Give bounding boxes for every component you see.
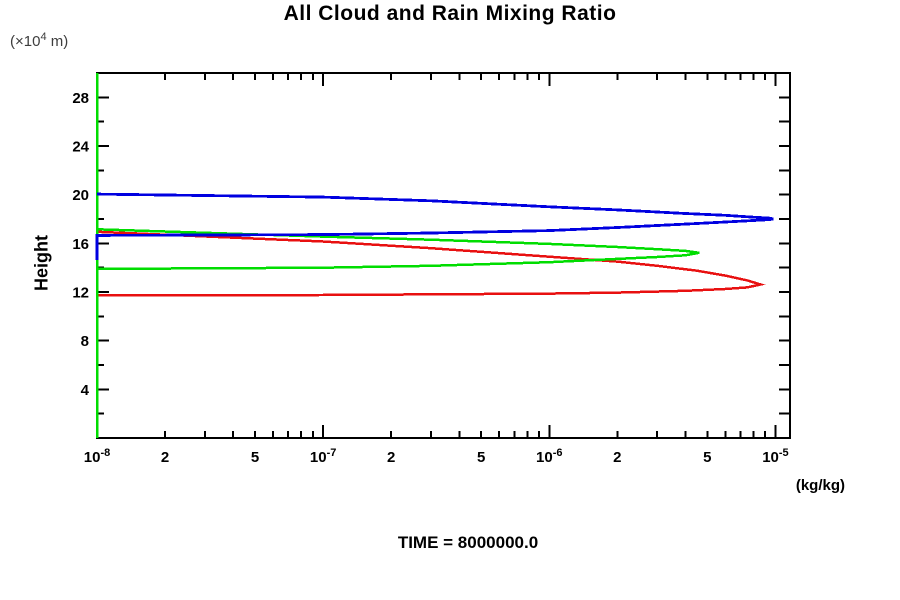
- x-tick-label: 10-7: [310, 447, 336, 466]
- x-tick-label: 5: [703, 449, 711, 466]
- y-tick-label: 28: [72, 90, 89, 107]
- y-axis-unit: (×104 m): [10, 31, 68, 50]
- series-blue-curve: [95, 192, 774, 260]
- y-tick-label: 8: [81, 333, 89, 350]
- x-tick-label: 5: [251, 449, 259, 466]
- x-tick-label: 2: [161, 449, 169, 466]
- time-annotation: TIME = 8000000.0: [397, 533, 539, 552]
- x-tick-label: 10-6: [536, 447, 562, 466]
- x-axis-unit: (kg/kg): [795, 477, 845, 494]
- x-tick-label: 2: [387, 449, 395, 466]
- y-tick-label: 4: [81, 382, 90, 399]
- chart-title: All Cloud and Rain Mixing Ratio: [283, 2, 617, 25]
- y-tick-label: 20: [72, 187, 89, 204]
- y-axis-label: Height: [31, 235, 52, 291]
- y-unit-exponent: 4: [40, 31, 47, 43]
- y-tick-label: 12: [72, 285, 89, 302]
- series-green-curve: [96, 228, 700, 271]
- y-tick-label: 24: [72, 139, 89, 156]
- y-unit-pre: (×10: [10, 33, 41, 50]
- series-red-curve: [96, 230, 766, 297]
- x-tick-label: 5: [477, 449, 485, 466]
- x-tick-label: 2: [613, 449, 621, 466]
- y-tick-label: 16: [72, 236, 89, 253]
- x-tick-label: 10-5: [762, 447, 788, 466]
- y-unit-post: m): [46, 33, 69, 50]
- x-tick-label: 10-8: [84, 447, 110, 466]
